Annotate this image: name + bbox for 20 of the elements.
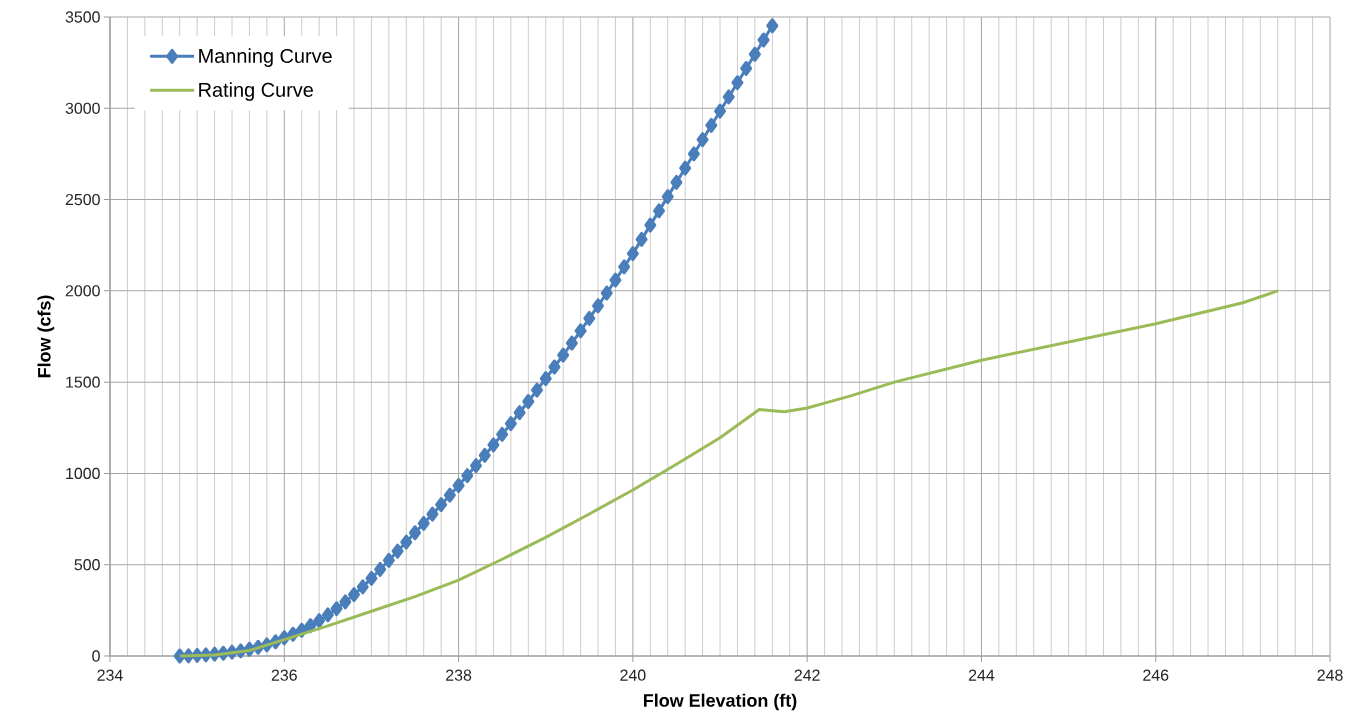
x-tick-label: 240	[620, 669, 646, 681]
x-tick-label: 234	[97, 669, 123, 681]
legend-label: Rating Curve	[199, 82, 313, 101]
x-tick-label: 238	[446, 669, 472, 681]
y-tick-label: 0	[92, 650, 100, 662]
x-tick-label: 246	[1143, 669, 1169, 681]
x-tick-label: 236	[271, 669, 297, 681]
y-tick-label: 2500	[65, 193, 100, 206]
y-tick-label: 1000	[66, 467, 100, 480]
legend-label: Manning Curve	[199, 48, 332, 67]
y-tick-label: 2000	[65, 285, 100, 297]
y-tick-label: 500	[74, 559, 100, 571]
x-tick-label: 244	[968, 669, 995, 681]
x-axis-title: Flow Elevation (ft)	[644, 693, 797, 711]
x-tick-label: 242	[794, 669, 820, 681]
y-tick-label: 3500	[65, 11, 100, 23]
y-tick-label: 1500	[66, 376, 100, 388]
y-axis-title: Flow (cfs)	[37, 295, 55, 378]
x-tick-label: 248	[1317, 669, 1343, 681]
y-tick-label: 3000	[65, 102, 100, 114]
